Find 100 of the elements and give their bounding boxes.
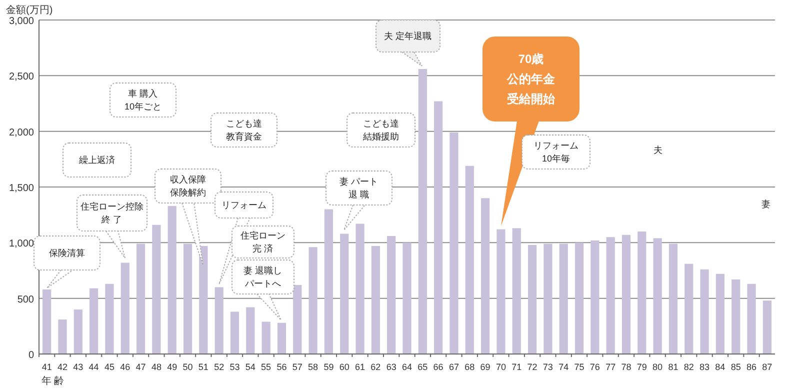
- x-tick-label: 49: [167, 362, 178, 372]
- bar: [152, 224, 161, 354]
- x-tick-label: 87: [762, 362, 772, 372]
- x-tick-label: 86: [746, 362, 757, 372]
- bar: [480, 198, 490, 354]
- x-tick-label: 55: [261, 362, 272, 372]
- bar: [214, 287, 224, 354]
- x-tick-label: 57: [292, 362, 302, 372]
- y-tick-label: 2,000: [8, 127, 34, 138]
- bar: [308, 247, 318, 354]
- x-tick-label: 64: [402, 362, 412, 372]
- x-tick-label: 65: [418, 362, 428, 372]
- bar: [136, 244, 146, 354]
- annotation: 繰上返済: [78, 155, 115, 166]
- bar: [762, 300, 772, 354]
- x-tick-label: 71: [512, 362, 522, 372]
- annotation: 車 購入10年ごと: [124, 88, 162, 112]
- bar: [574, 242, 584, 354]
- x-tick-label: 48: [151, 362, 162, 372]
- y-tick-label: 500: [17, 294, 34, 306]
- x-tick-label: 61: [355, 362, 366, 372]
- bar: [496, 229, 506, 354]
- y-tick-label: 3,000: [8, 16, 34, 27]
- bar: [716, 274, 724, 354]
- x-tick-label: 75: [574, 362, 584, 372]
- x-tick-label: 83: [700, 362, 710, 372]
- bar: [653, 238, 662, 354]
- x-tick-label: 70: [496, 362, 506, 372]
- x-tick-label: 41: [42, 362, 52, 372]
- x-tick-label: 81: [668, 362, 678, 372]
- bar: [528, 244, 537, 354]
- x-tick-label: 68: [464, 362, 475, 372]
- bar: [90, 288, 98, 354]
- x-tick-label: 46: [120, 362, 130, 372]
- x-tick-label: 47: [136, 362, 146, 372]
- bar: [418, 68, 427, 354]
- x-axis-title: 年 齢: [41, 375, 64, 387]
- x-tick-label: 67: [448, 362, 459, 372]
- bar: [74, 309, 82, 354]
- bar: [544, 244, 552, 354]
- annotation: 収入保障保険解約: [170, 174, 206, 198]
- bar: [105, 284, 114, 354]
- x-tick-label: 80: [652, 362, 663, 372]
- bar: [262, 322, 270, 354]
- bar: [590, 240, 600, 354]
- x-tick-label: 73: [542, 362, 553, 372]
- bar: [434, 101, 443, 354]
- x-tick-label: 63: [386, 362, 396, 372]
- bar: [168, 206, 176, 354]
- annotation: 70歳公的年金受給開始: [506, 52, 556, 106]
- bar: [606, 237, 615, 354]
- x-tick-label: 79: [636, 362, 647, 372]
- annotation: 住宅ローン完 済: [240, 230, 286, 254]
- x-tick-label: 54: [245, 362, 256, 372]
- x-tick-label: 72: [527, 362, 538, 372]
- bar: [684, 264, 694, 354]
- x-tick-label: 58: [308, 362, 318, 372]
- x-tick-label: 74: [558, 362, 569, 372]
- annotation: 住宅ローン控除終 了: [80, 202, 144, 225]
- x-tick-label: 52: [214, 362, 224, 372]
- x-tick-label: 56: [276, 362, 287, 372]
- x-tick-label: 82: [684, 362, 694, 372]
- x-tick-label: 78: [621, 362, 632, 372]
- y-tick-label: 0: [28, 350, 34, 361]
- annotation: 妻 退職しパートへ: [244, 266, 282, 289]
- x-tick-label: 62: [370, 362, 381, 372]
- x-tick-label: 76: [590, 362, 600, 372]
- bar: [371, 246, 380, 354]
- bar: [120, 262, 130, 354]
- y-tick-label: 2,500: [8, 72, 34, 83]
- bar: [277, 322, 286, 354]
- annotation: 夫 定年退職: [384, 31, 432, 42]
- x-tick-label: 59: [324, 362, 334, 372]
- bar: [668, 244, 678, 354]
- y-axis-title: 金額(万円): [6, 4, 53, 16]
- bar: [559, 244, 568, 354]
- x-tick-label: 77: [606, 362, 616, 372]
- x-tick-label: 84: [715, 362, 726, 372]
- x-tick-label: 43: [73, 362, 84, 372]
- x-tick-label: 45: [104, 362, 114, 372]
- x-tick-label: 69: [480, 362, 490, 372]
- y-tick-label: 1,500: [8, 183, 34, 194]
- bar: [324, 209, 334, 354]
- x-tick-label: 44: [88, 362, 99, 372]
- annotation: リフォーム10年毎: [534, 140, 578, 164]
- bar: [512, 228, 521, 354]
- bar: [465, 166, 474, 354]
- bar: [638, 232, 646, 354]
- x-tick-label: 66: [433, 362, 444, 372]
- bar: [732, 279, 740, 354]
- y-tick-label: 1,000: [8, 238, 34, 250]
- bar: [700, 269, 709, 354]
- x-tick-label: 53: [230, 362, 240, 372]
- bar: [58, 319, 67, 354]
- bar: [402, 242, 412, 354]
- annotation: こども達結婚援助: [362, 118, 399, 142]
- x-tick-label: 50: [182, 362, 193, 372]
- bar: [293, 284, 302, 354]
- annotation: こども達教育資金: [226, 118, 262, 142]
- bar: [747, 284, 756, 354]
